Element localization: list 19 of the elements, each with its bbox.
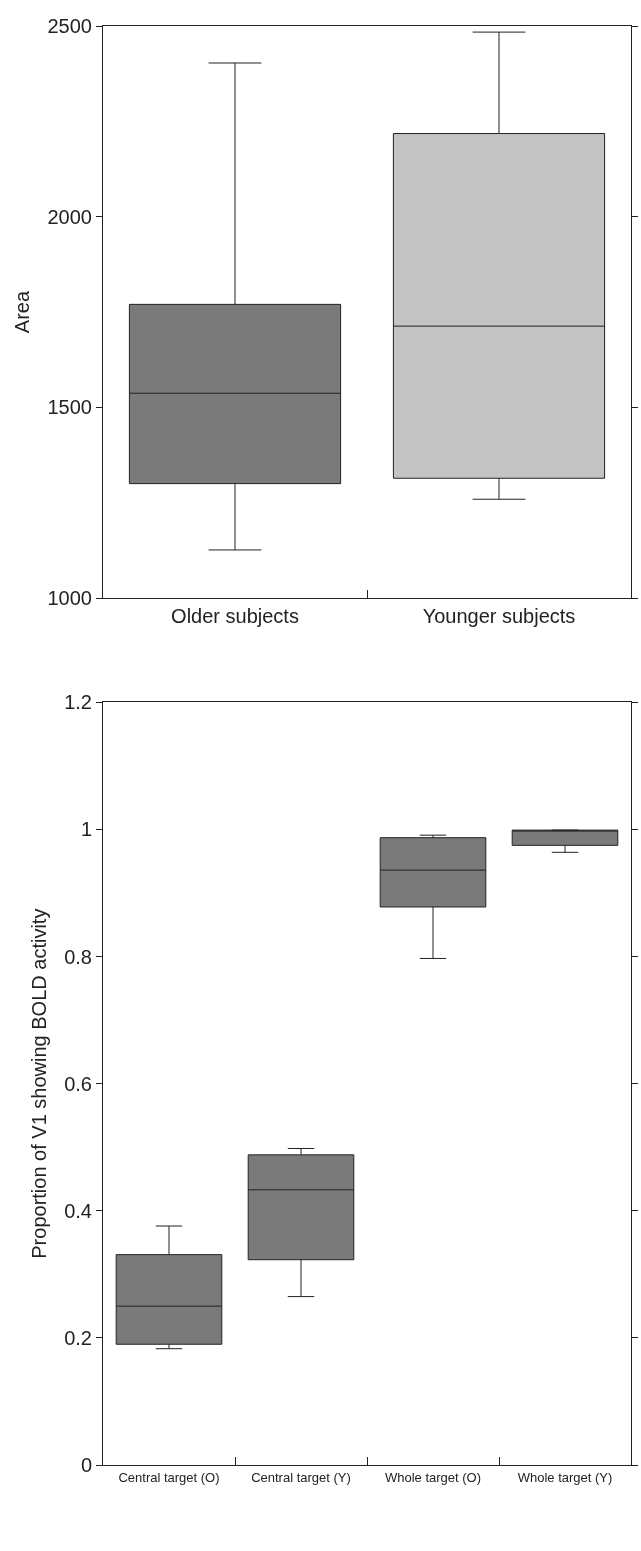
x-tick-label: Whole target (O): [384, 1469, 482, 1485]
x-tick-label: Central target (Y): [251, 1469, 351, 1485]
y-tick-label: 1000: [47, 587, 92, 609]
y-tick-label: 2000: [47, 205, 92, 228]
y-tick-label: 1500: [47, 396, 92, 419]
y-axis-title: Area: [11, 290, 33, 334]
x-tick-label: Younger subjects: [422, 605, 576, 627]
y-tick-label: 0.8: [64, 945, 92, 968]
y-tick-label: 0.4: [64, 1199, 92, 1222]
y-tick-label: 2500: [47, 15, 92, 37]
x-tick-label: Whole target (Y): [517, 1469, 613, 1485]
y-tick-label: 0.2: [64, 1326, 92, 1349]
y-tick-label: 1.2: [64, 691, 92, 714]
y-tick-label: 1: [80, 818, 92, 841]
y-tick-label: 0.6: [64, 1072, 92, 1095]
x-tick-label: Central target (O): [118, 1469, 220, 1485]
y-axis-title: Proportion of V1 showing BOLD activity: [27, 908, 50, 1259]
x-tick-label: Older subjects: [171, 605, 299, 627]
y-tick-label: 0: [80, 1454, 92, 1476]
